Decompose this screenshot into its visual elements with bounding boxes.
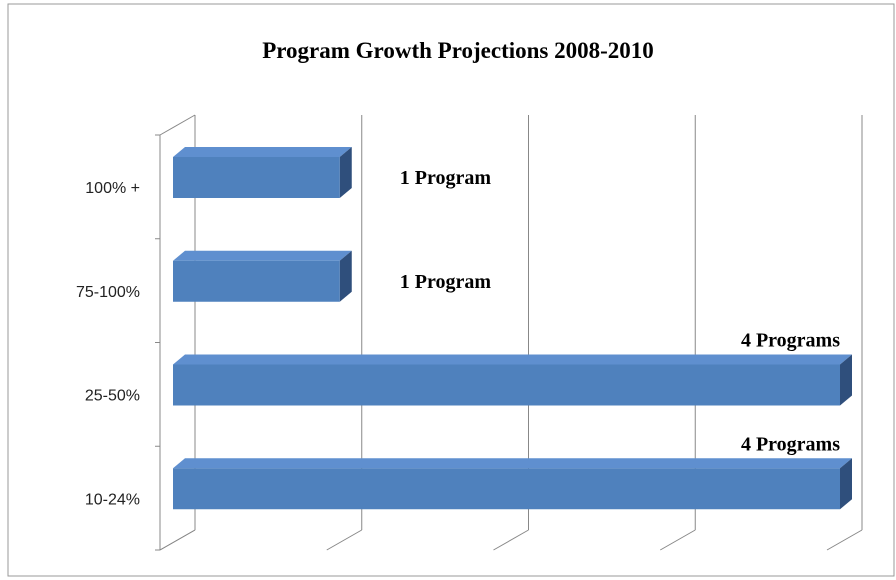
data-label: 4 Programs bbox=[741, 433, 840, 455]
bar-front bbox=[173, 364, 840, 406]
data-label: 1 Program bbox=[400, 271, 492, 293]
bar-front bbox=[173, 468, 840, 510]
bar-side bbox=[339, 250, 352, 302]
grid-line bbox=[326, 529, 362, 551]
grid-line bbox=[660, 529, 696, 551]
y-tick-label: 10-24% bbox=[85, 491, 140, 508]
data-label: 4 Programs bbox=[741, 330, 840, 352]
grid-line bbox=[493, 529, 529, 551]
data-label: 1 Program bbox=[400, 167, 492, 189]
bar-side bbox=[840, 458, 852, 510]
bar-front bbox=[173, 157, 340, 198]
bar bbox=[173, 458, 852, 510]
grid-line bbox=[159, 529, 196, 551]
bar-side bbox=[840, 354, 852, 406]
axis-wall bbox=[159, 114, 196, 136]
bar bbox=[173, 250, 352, 302]
bar-side bbox=[339, 147, 352, 198]
bar bbox=[173, 147, 352, 198]
bar-top bbox=[173, 354, 852, 365]
y-tick-label: 100% + bbox=[85, 180, 140, 197]
bar-top bbox=[173, 250, 352, 261]
grid-line bbox=[826, 529, 863, 551]
bar bbox=[173, 354, 852, 406]
bar-front bbox=[173, 260, 340, 302]
y-tick-label: 75-100% bbox=[76, 284, 140, 301]
bar-top bbox=[173, 458, 852, 469]
y-tick-label: 25-50% bbox=[85, 388, 140, 405]
chart-title: Program Growth Projections 2008-2010 bbox=[262, 38, 654, 63]
bar-top bbox=[173, 147, 352, 157]
